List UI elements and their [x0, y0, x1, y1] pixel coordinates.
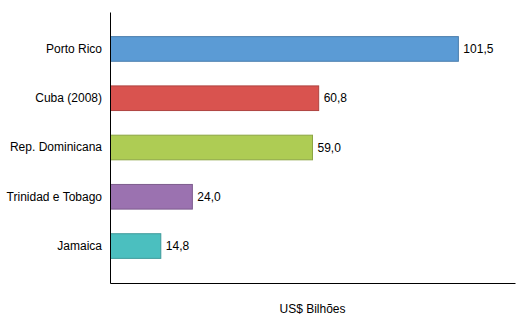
x-axis-line: [111, 283, 516, 284]
y-axis-line: [110, 13, 111, 284]
y-tick-label: Porto Rico: [46, 42, 102, 56]
data-labels: 101,5 60,8 59,0 24,0 14,8: [166, 42, 494, 253]
y-tick-label: Jamaica: [57, 239, 102, 253]
data-label: 24,0: [197, 190, 221, 204]
y-tick: Cuba (2008): [35, 91, 110, 105]
bar: [110, 135, 313, 160]
y-tick: Rep. Dominicana: [10, 140, 110, 154]
y-axis: Porto Rico Cuba (2008) Rep. Dominicana Trin…: [7, 13, 111, 284]
y-tick-label: Cuba (2008): [35, 91, 102, 105]
plot: 101,5 60,8 59,0 24,0 14,8 Porto Rico Cuba (200…: [7, 13, 516, 284]
y-tick-label: Trinidad e Tobago: [7, 190, 103, 204]
data-label: 14,8: [166, 239, 190, 253]
y-tick-label: Rep. Dominicana: [10, 140, 102, 154]
bars: [110, 37, 458, 259]
x-axis: [111, 283, 516, 284]
y-tick: Porto Rico: [46, 42, 110, 56]
x-axis-title: US$ Bilhões: [279, 302, 345, 316]
chart: 101,5 60,8 59,0 24,0 14,8 Porto Rico Cuba (200…: [0, 0, 531, 323]
y-tick: Jamaica: [57, 239, 110, 253]
data-label: 60,8: [324, 91, 348, 105]
data-label: 101,5: [463, 42, 493, 56]
bar: [110, 86, 319, 111]
y-tick: Trinidad e Tobago: [7, 190, 110, 204]
bar: [110, 184, 192, 209]
data-label: 59,0: [318, 141, 342, 155]
bar: [110, 37, 458, 62]
bar: [110, 234, 161, 259]
